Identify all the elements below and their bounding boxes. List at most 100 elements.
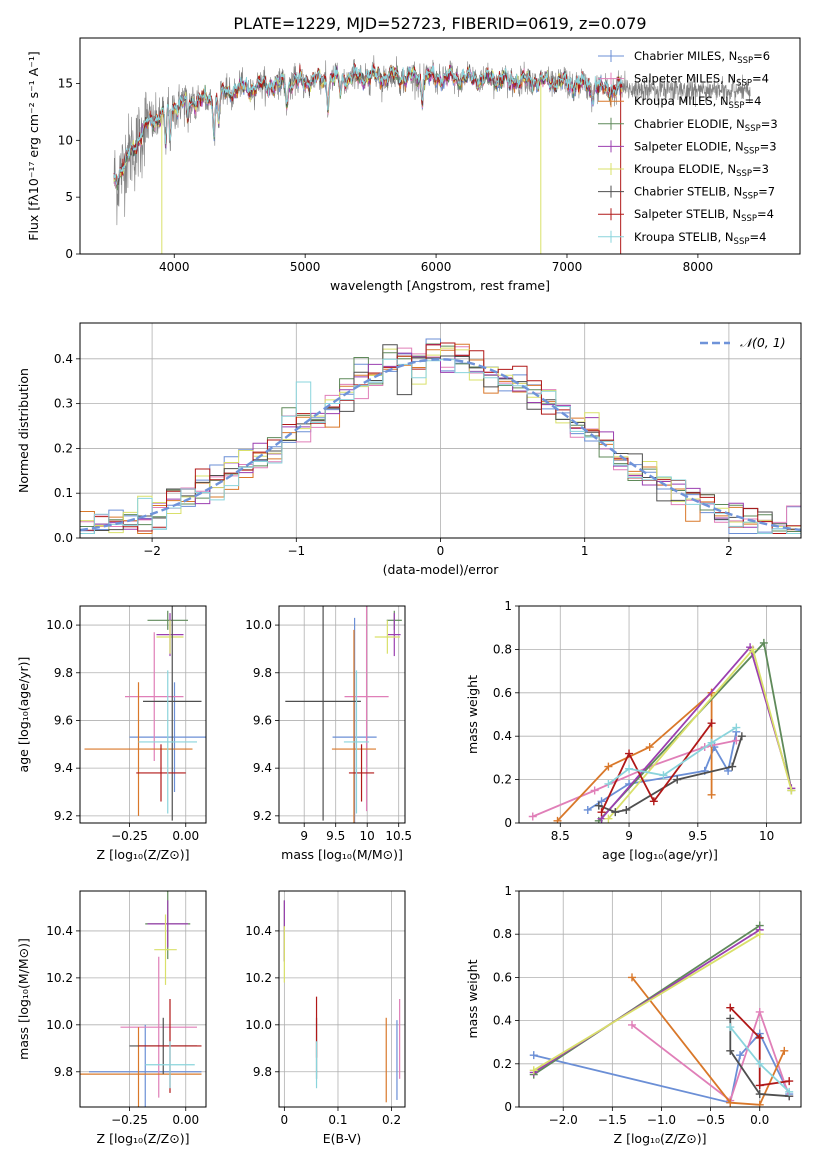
x-tick-label: −2.0 [549, 1113, 578, 1127]
spectrum-model-line [113, 65, 623, 191]
series-marker [785, 1077, 794, 1086]
x-tick-label: 0.2 [382, 1113, 401, 1127]
series-marker [649, 797, 658, 806]
x-tick-label: 0.0 [750, 1113, 769, 1127]
y-tick-label: 0.8 [493, 927, 512, 941]
x-tick-label: 0.00 [172, 829, 199, 843]
series-marker [755, 930, 764, 939]
series-marker [604, 814, 613, 823]
x-tick-label: −0.25 [111, 829, 148, 843]
y-axis-label: age [log₁₀(age/yr)] [16, 657, 31, 773]
legend: Chabrier MILES, NSSP=6 Salpeter MILES, NS… [598, 49, 778, 247]
axes-frame [79, 37, 801, 255]
series-marker [755, 1100, 764, 1107]
series-marker [737, 732, 746, 741]
series-line [607, 647, 793, 820]
series-marker [787, 786, 796, 795]
y-tick-label: 5 [65, 190, 73, 204]
legend-label: Chabrier MILES, NSSP=6 [634, 49, 770, 66]
legend-label: Chabrier STELIB, NSSP=7 [634, 185, 775, 202]
y-tick-label: 0.8 [493, 642, 512, 656]
y-tick-label: 0.4 [493, 1014, 512, 1028]
x-tick-label: 9.5 [326, 829, 345, 843]
x-tick-label: 0 [281, 1113, 289, 1127]
series-line [533, 929, 761, 1074]
series-marker [759, 638, 768, 647]
x-tick-label: −0.5 [696, 1113, 725, 1127]
series-marker [726, 1046, 735, 1055]
series-marker [627, 1020, 636, 1029]
y-tick-label: 9.8 [54, 1065, 73, 1079]
panel-mass-vs-ebv: 0 0.1 0.2 9.8 10.0 10.2 10.4 E(B-V) [245, 890, 406, 1146]
plot-area [80, 323, 801, 538]
series-marker [755, 1007, 764, 1016]
series-marker [755, 1081, 764, 1090]
y-tick-label: 10.4 [245, 924, 272, 938]
x-tick-label: 2 [725, 544, 733, 558]
x-axis-label: wavelength [Angstrom, rest frame] [330, 278, 550, 293]
series-marker [755, 1090, 764, 1099]
series-marker [732, 736, 741, 745]
series-marker [553, 816, 562, 823]
series-marker [590, 786, 599, 795]
series-marker [755, 1059, 764, 1068]
y-tick-label: 0.0 [54, 531, 73, 545]
series-marker [645, 743, 654, 752]
x-axis-label: (data-model)/error [383, 562, 500, 577]
series-marker [726, 1014, 735, 1023]
y-tick-label: 10.0 [245, 1018, 272, 1032]
x-tick-label: 0.1 [328, 1113, 347, 1127]
y-tick-label: 9.6 [253, 713, 272, 727]
y-axis-label: Normed distribution [16, 368, 31, 493]
legend-label: Salpeter MILES, NSSP=4 [634, 72, 769, 89]
series-marker [736, 1051, 745, 1060]
x-tick-label: −1 [287, 544, 305, 558]
spectrum-model-line [113, 65, 623, 186]
legend-label: 𝒩(0, 1) [740, 335, 786, 350]
x-axis-label: mass [log₁₀(M/M⊙)] [281, 847, 403, 862]
series-marker [611, 808, 620, 817]
series-marker [748, 645, 757, 654]
y-tick-label: 10.0 [245, 618, 272, 632]
series-marker [732, 723, 741, 732]
x-tick-label: 0.00 [172, 1113, 199, 1127]
series-line [598, 735, 743, 814]
plot-area [80, 606, 206, 823]
axes-frame [79, 890, 207, 1108]
legend-label: Kroupa ELODIE, NSSP=3 [634, 162, 769, 179]
y-tick-label: 1 [504, 599, 512, 613]
y-tick-label: 0.6 [493, 970, 512, 984]
x-tick-label: 10.5 [385, 829, 412, 843]
axes-frame [278, 890, 406, 1108]
x-tick-label: 10 [360, 829, 375, 843]
plot-area [279, 606, 405, 823]
spectrum-model-line [113, 64, 623, 185]
plot-area [80, 891, 206, 1107]
series-line [598, 640, 793, 822]
y-tick-label: 9.6 [54, 713, 73, 727]
series-marker [528, 812, 537, 821]
series-marker [604, 779, 613, 788]
legend-label: Chabrier ELODIE, NSSP=3 [634, 117, 778, 134]
y-tick-label: 15 [58, 76, 73, 90]
y-tick-label: 9.4 [253, 761, 272, 775]
y-axis-label: Flux [fλ10⁻¹⁷ erg cm⁻² s⁻¹ A⁻¹] [26, 51, 41, 240]
y-tick-label: 1 [504, 884, 512, 898]
series-marker [780, 1046, 789, 1055]
series-marker [728, 762, 737, 771]
x-tick-label: 0 [437, 544, 445, 558]
panel-age-vs-mass: 9 9.5 10 10.5 9.2 9.4 9.6 9.8 10.0 mass [log₁₀(M/… [245, 605, 412, 862]
y-tick-label: 0 [504, 1100, 512, 1114]
x-tick-label: 4000 [159, 260, 190, 274]
series-marker [707, 790, 716, 799]
histogram-kroupa-miles [80, 343, 801, 535]
panel-weight-vs-Z: −2.0 −1.5 −1.0 −0.5 0.0 0 0.2 0.4 0.6 0.8 1 Z [log₁… [465, 884, 802, 1146]
series-line [631, 976, 786, 1106]
series-marker [707, 738, 716, 747]
y-tick-label: 10.2 [46, 971, 73, 985]
series-marker [785, 1087, 794, 1096]
x-tick-label: 7000 [552, 260, 583, 274]
series-marker [625, 749, 634, 758]
x-tick-label: 9.5 [688, 829, 707, 843]
